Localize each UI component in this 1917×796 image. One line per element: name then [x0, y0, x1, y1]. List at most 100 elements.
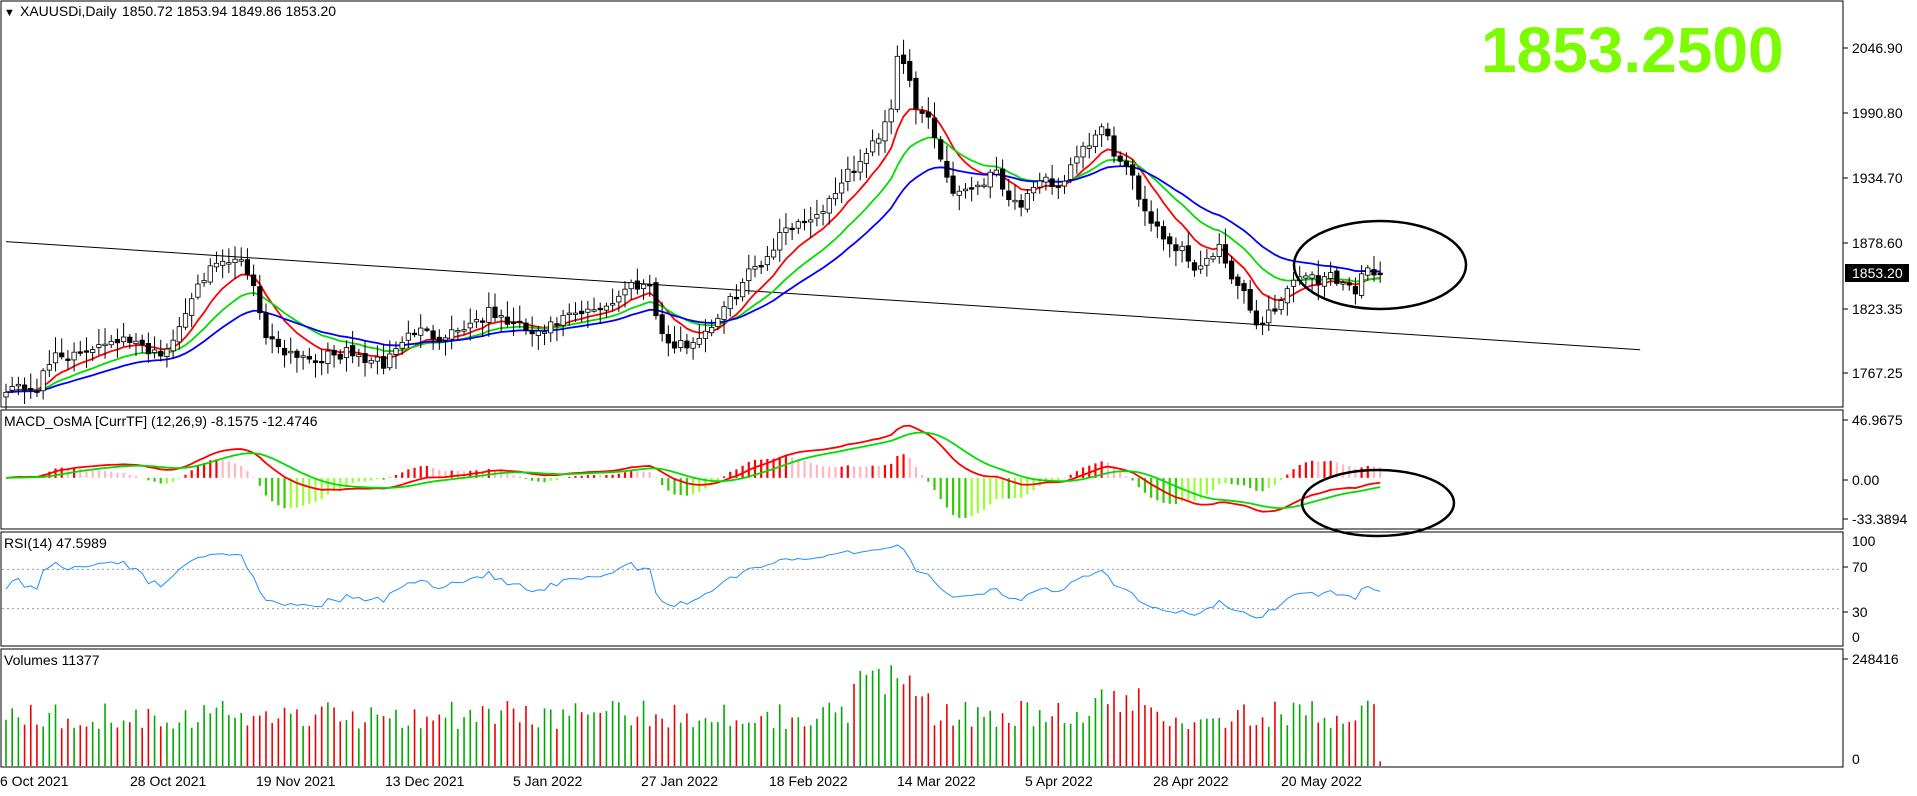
candle-body — [486, 306, 492, 323]
macd-panel-title: MACD_OsMA [CurrTF] (12,26,9) -8.1575 -12… — [4, 413, 318, 429]
candle-body — [480, 320, 486, 323]
candle-body — [1024, 193, 1030, 210]
candle-body — [659, 314, 665, 335]
candle-body — [1191, 262, 1198, 271]
candle-body — [1185, 245, 1191, 262]
main-panel-arrow[interactable]: ▼ — [4, 7, 15, 19]
candle-body — [907, 60, 913, 81]
candle-body — [628, 282, 634, 290]
price-tick-2: 1990.80 — [1852, 105, 1903, 121]
candle-body — [374, 356, 381, 362]
rsi-line — [5, 544, 1381, 619]
candle-body — [560, 314, 566, 326]
candle-body — [671, 341, 678, 349]
macd-panel-frame — [0, 409, 1844, 530]
candle-body — [758, 265, 764, 268]
candle-body — [1105, 128, 1111, 137]
candle-body — [647, 284, 653, 287]
candle-body — [343, 347, 350, 359]
candle-body — [220, 260, 226, 266]
price-highlight-ellipse — [1292, 219, 1468, 311]
candle-body — [40, 370, 46, 392]
macd-main-line — [5, 424, 1381, 513]
candle-body — [1018, 200, 1024, 208]
candle-body — [312, 360, 319, 363]
time-label-2: 28 Oct 2021 — [130, 773, 206, 789]
candle-body — [554, 323, 560, 326]
candle-body — [541, 331, 548, 334]
rsi-panel-frame — [0, 531, 1844, 647]
candle-body — [3, 391, 9, 398]
candle-body — [1377, 272, 1383, 276]
candle-body — [151, 349, 158, 353]
candle-body — [455, 330, 461, 333]
candle-body — [145, 342, 151, 355]
main-panel-symbol: XAUUSDi,Daily — [20, 3, 116, 19]
candle-body — [213, 262, 220, 268]
candle-body — [96, 344, 102, 348]
candle-body — [572, 312, 579, 315]
candle-body — [1334, 270, 1340, 284]
candle-body — [1030, 186, 1037, 194]
candle-body — [1142, 198, 1148, 212]
candle-body — [83, 350, 90, 353]
candle-body — [931, 117, 938, 138]
candle-body — [232, 258, 238, 264]
candle-body — [1315, 275, 1321, 285]
candle-body — [634, 280, 640, 290]
candle-body — [1167, 236, 1173, 245]
candle-body — [1080, 145, 1086, 158]
candle-body — [368, 359, 374, 364]
time-label-1: 6 Oct 2021 — [0, 773, 69, 789]
candle-body — [350, 345, 356, 357]
macd-highlight-ellipse — [1300, 468, 1456, 538]
candle-body — [1309, 274, 1315, 279]
candle-body — [139, 339, 145, 346]
candle-body — [981, 184, 987, 188]
ma-mid-line — [5, 136, 1381, 394]
candle-body — [548, 321, 554, 334]
candle-body — [9, 386, 15, 391]
candle-body — [28, 388, 34, 391]
candle-body — [182, 313, 189, 328]
candle-body — [962, 188, 969, 192]
candle-body — [696, 337, 702, 345]
candle-body — [356, 354, 362, 358]
time-label-7: 18 Feb 2022 — [769, 773, 848, 789]
candle-body — [418, 327, 424, 336]
candle-body — [90, 349, 96, 353]
candle-body — [393, 348, 399, 355]
macd-tick-1: 46.9675 — [1852, 412, 1903, 428]
candle-body — [442, 337, 449, 341]
volume-panel-title: Volumes 11377 — [4, 652, 100, 668]
candle-body — [1117, 155, 1123, 162]
rsi-tick-1: 100 — [1852, 533, 1876, 549]
candle-body — [789, 227, 795, 231]
candle-body — [640, 283, 647, 290]
candle-body — [77, 351, 83, 354]
candle-body — [1328, 272, 1334, 279]
big-price-readout: 1853.2500 — [1481, 14, 1784, 86]
candle-body — [1365, 267, 1371, 276]
candle-body — [424, 328, 430, 331]
current-price-tag-text: 1853.20 — [1852, 265, 1903, 281]
candle-body — [591, 309, 597, 312]
candle-body — [226, 262, 232, 265]
candle-body — [1284, 288, 1290, 304]
candle-body — [801, 220, 808, 224]
candlestick-layer — [3, 39, 1383, 410]
time-label-11: 20 May 2022 — [1281, 773, 1362, 789]
volume-tick-1: 248416 — [1852, 651, 1899, 667]
candle-body — [288, 350, 294, 354]
candle-body — [913, 77, 919, 110]
time-axis: 6 Oct 2021 28 Oct 2021 19 Nov 2021 13 De… — [0, 773, 1362, 789]
candle-body — [1074, 156, 1080, 164]
time-label-4: 13 Dec 2021 — [385, 773, 465, 789]
candle-body — [764, 256, 770, 266]
candle-body — [1049, 178, 1055, 187]
candle-body — [653, 282, 659, 317]
candle-body — [1179, 245, 1185, 252]
main-panel-ohlc: 1850.72 1853.94 1849.86 1853.20 — [122, 3, 336, 19]
candle-body — [919, 110, 925, 114]
